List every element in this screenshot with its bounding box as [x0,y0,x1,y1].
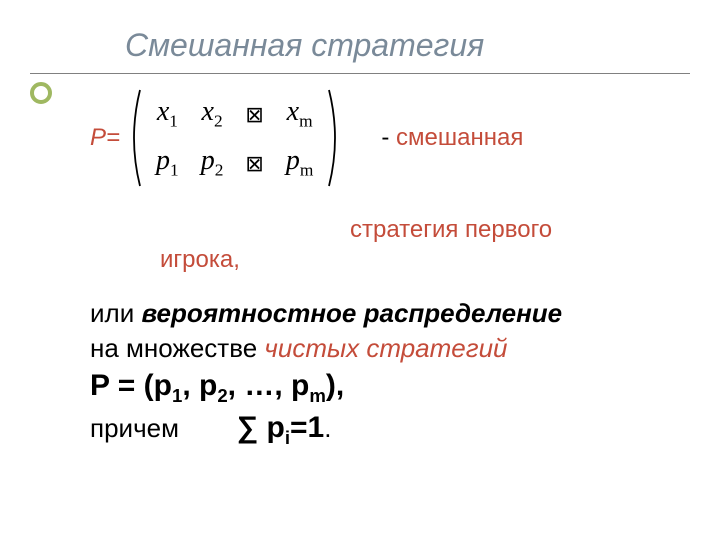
sigma-icon: ∑ [237,411,258,444]
desc-line-2: стратегия первого [350,216,690,244]
dash: - [381,124,396,151]
left-paren-icon [126,88,144,188]
right-paren-icon [325,88,343,188]
strategy-matrix: x1 x2 ⊠ xm p1 p2 ⊠ pm [144,88,325,188]
prob-dist: вероятностное распределение [141,298,562,328]
definition-block: или вероятностное распределение на множе… [90,296,690,450]
def-line-2: на множестве чистых стратегий [90,331,690,366]
pure-strategies: чистых стратегий [264,333,507,363]
p-equals: P= [90,124,120,152]
matrix-wrap: x1 x2 ⊠ xm p1 p2 ⊠ pm [126,88,343,188]
desc-first-line: - смешанная [381,124,523,152]
title-rule [30,73,690,74]
matrix-row: P= x1 x2 ⊠ xm p1 p2 ⊠ pm [90,88,690,188]
def-line-1: или вероятностное распределение [90,296,690,331]
bullet-decoration [30,82,52,104]
desc-word: смешанная [396,124,523,151]
desc-line-2b: игрока, [160,246,690,274]
def-line-3: P = (p1, p2, …, pm), [90,366,690,408]
slide-title: Смешанная стратегия [125,28,690,63]
slide: Смешанная стратегия P= x1 x2 ⊠ xm p1 p2 … [0,0,720,540]
def-line-4: причем ∑ pi=1. [90,408,690,450]
